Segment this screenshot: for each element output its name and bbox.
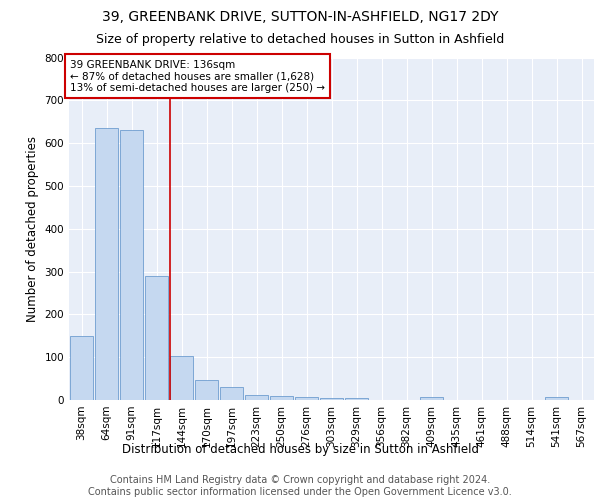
Y-axis label: Number of detached properties: Number of detached properties — [26, 136, 39, 322]
Text: 39, GREENBANK DRIVE, SUTTON-IN-ASHFIELD, NG17 2DY: 39, GREENBANK DRIVE, SUTTON-IN-ASHFIELD,… — [102, 10, 498, 24]
Bar — [220, 387, 243, 400]
Bar — [120, 130, 143, 400]
Bar — [245, 395, 268, 400]
Bar — [70, 336, 93, 400]
Text: Contains HM Land Registry data © Crown copyright and database right 2024.
Contai: Contains HM Land Registry data © Crown c… — [88, 475, 512, 496]
Text: 39 GREENBANK DRIVE: 136sqm
← 87% of detached houses are smaller (1,628)
13% of s: 39 GREENBANK DRIVE: 136sqm ← 87% of deta… — [70, 60, 325, 93]
Bar — [545, 396, 568, 400]
Bar — [270, 396, 293, 400]
Bar — [145, 276, 168, 400]
Bar — [320, 398, 343, 400]
Bar — [170, 356, 193, 400]
Bar — [345, 398, 368, 400]
Text: Distribution of detached houses by size in Sutton in Ashfield: Distribution of detached houses by size … — [121, 442, 479, 456]
Bar — [420, 396, 443, 400]
Bar — [295, 397, 318, 400]
Bar — [95, 128, 118, 400]
Bar — [195, 380, 218, 400]
Text: Size of property relative to detached houses in Sutton in Ashfield: Size of property relative to detached ho… — [96, 32, 504, 46]
